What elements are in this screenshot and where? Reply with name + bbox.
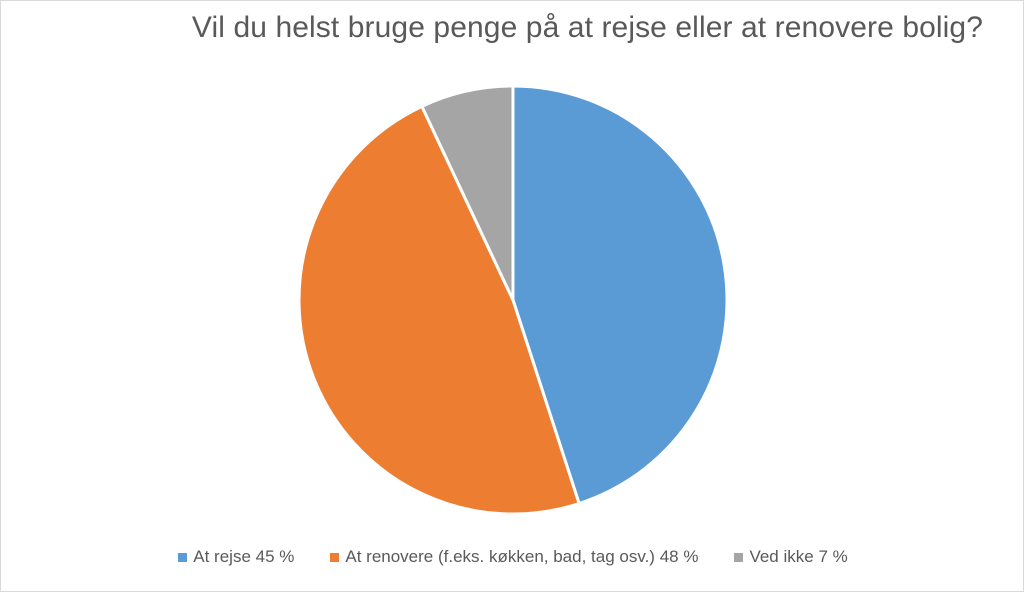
pie-slice-at-renovere (297, 104, 581, 516)
legend-swatch-at-renovere (330, 552, 340, 562)
pie-slices (297, 84, 729, 516)
legend: At rejse 45 % At renovere (f.eks. køkken… (1, 547, 1024, 567)
pie-slice-ved-ikke (420, 84, 515, 302)
legend-item-at-rejse: At rejse 45 % (178, 547, 294, 567)
legend-label-at-renovere: At renovere (f.eks. køkken, bad, tag osv… (345, 547, 699, 566)
legend-swatch-ved-ikke (734, 552, 744, 562)
legend-item-ved-ikke: Ved ikke 7 % (734, 547, 848, 567)
legend-label-ved-ikke: Ved ikke 7 % (749, 547, 848, 566)
legend-swatch-at-rejse (178, 552, 188, 562)
pie-slice-at-rejse (511, 84, 729, 506)
legend-label-at-rejse: At rejse 45 % (193, 547, 295, 566)
chart-title: Vil du helst bruge penge på at rejse ell… (191, 11, 983, 44)
legend-item-at-renovere: At renovere (f.eks. køkken, bad, tag osv… (330, 547, 698, 567)
